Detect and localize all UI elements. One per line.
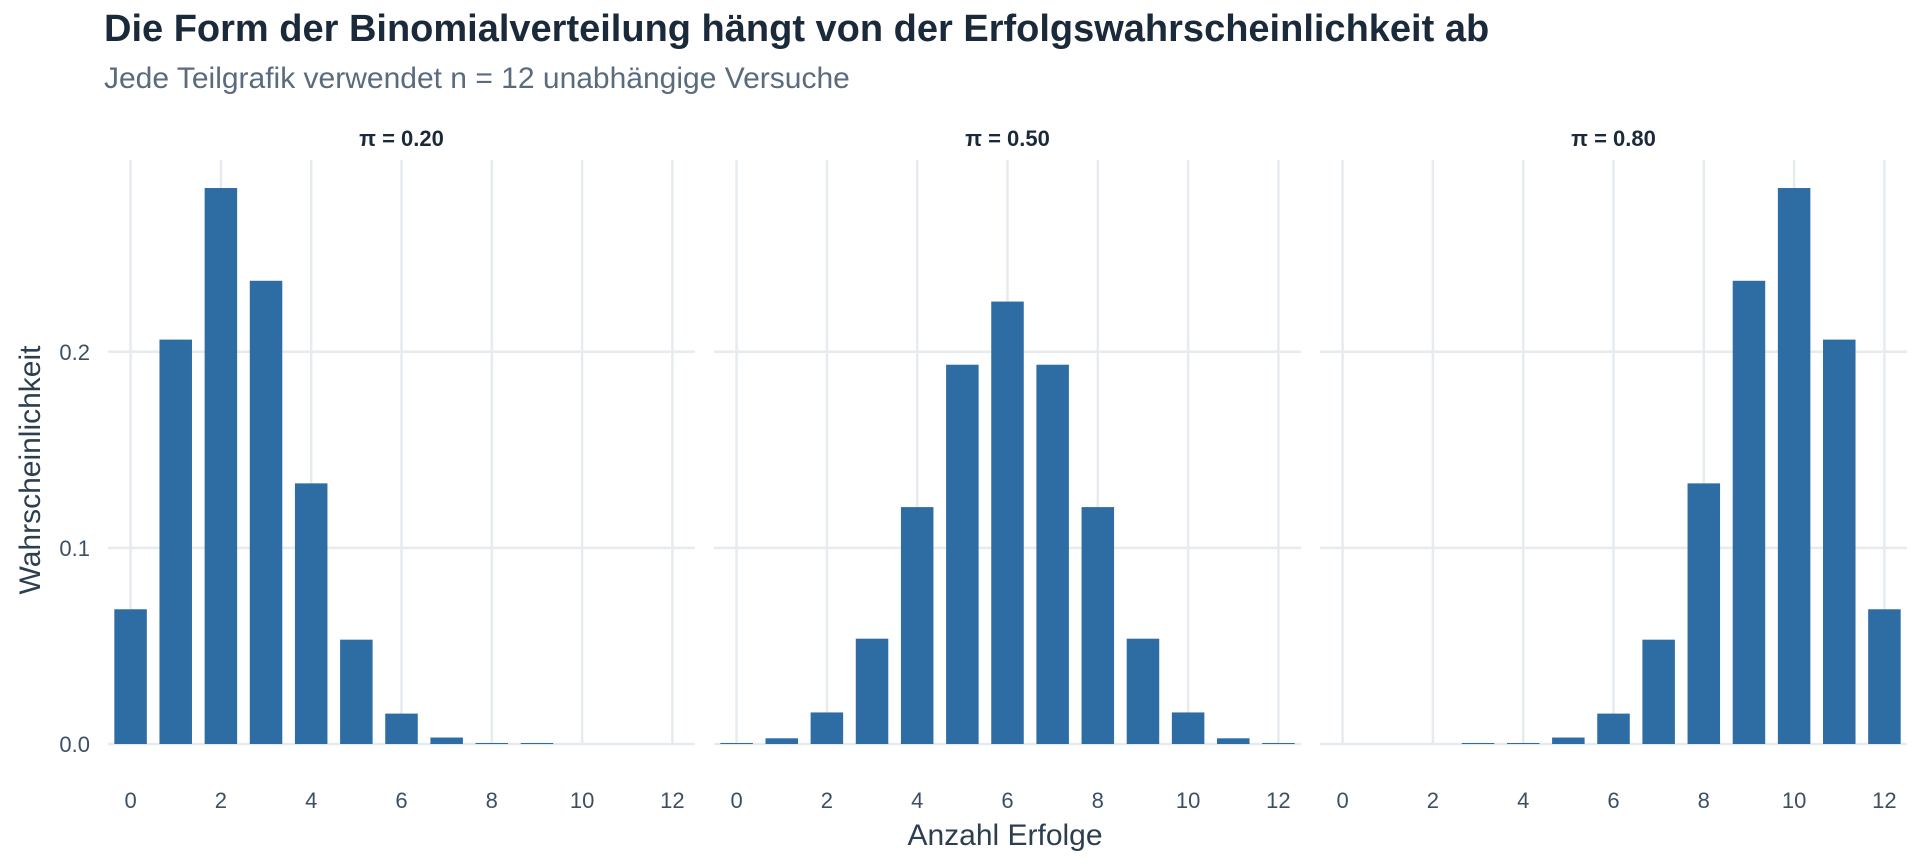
facet-label: π = 0.80 bbox=[1571, 126, 1656, 151]
x-tick-label: 12 bbox=[1872, 788, 1896, 813]
bar bbox=[159, 339, 192, 744]
bar bbox=[991, 301, 1024, 744]
x-tick-label: 2 bbox=[215, 788, 227, 813]
bar bbox=[249, 280, 283, 744]
bar bbox=[1868, 609, 1901, 744]
bar bbox=[1036, 364, 1069, 744]
bar bbox=[430, 737, 463, 744]
bar bbox=[1461, 743, 1495, 744]
bar bbox=[1642, 639, 1675, 744]
bar bbox=[765, 738, 798, 744]
chart-title: Die Form der Binomialverteilung hängt vo… bbox=[104, 8, 1490, 50]
x-tick-label: 0 bbox=[1336, 788, 1348, 813]
y-tick-label: 0.1 bbox=[59, 536, 90, 561]
bar bbox=[1262, 743, 1295, 744]
chart-subtitle: Jede Teilgrafik verwendet n = 12 unabhän… bbox=[104, 62, 850, 95]
x-tick-label: 6 bbox=[1607, 788, 1619, 813]
bar bbox=[810, 712, 844, 744]
bar bbox=[1506, 743, 1540, 744]
y-tick-label: 0.0 bbox=[59, 732, 90, 757]
x-tick-label: 2 bbox=[1427, 788, 1439, 813]
bar bbox=[1687, 483, 1721, 744]
bar bbox=[1217, 738, 1250, 744]
x-tick-label: 0 bbox=[730, 788, 742, 813]
bar bbox=[1552, 737, 1585, 744]
bar bbox=[294, 483, 328, 744]
facet-label: π = 0.20 bbox=[359, 126, 444, 151]
bar bbox=[720, 743, 753, 744]
bar bbox=[475, 743, 509, 744]
bar bbox=[520, 743, 554, 744]
x-tick-label: 12 bbox=[660, 788, 684, 813]
x-tick-label: 6 bbox=[1001, 788, 1013, 813]
bar bbox=[1171, 712, 1205, 744]
bar bbox=[1823, 339, 1856, 744]
x-tick-label: 8 bbox=[1698, 788, 1710, 813]
x-tick-label: 0 bbox=[124, 788, 136, 813]
bar bbox=[1732, 280, 1766, 744]
x-tick-label: 8 bbox=[1092, 788, 1104, 813]
x-tick-label: 6 bbox=[395, 788, 407, 813]
facet-label: π = 0.50 bbox=[965, 126, 1050, 151]
bar bbox=[340, 639, 373, 744]
x-tick-label: 10 bbox=[1782, 788, 1806, 813]
x-tick-label: 12 bbox=[1266, 788, 1290, 813]
bar bbox=[1081, 507, 1115, 744]
y-tick-label: 0.2 bbox=[59, 340, 90, 365]
bar bbox=[1597, 713, 1630, 744]
bar bbox=[855, 638, 889, 744]
bar bbox=[114, 609, 147, 744]
bar bbox=[900, 507, 934, 744]
bar bbox=[204, 188, 238, 745]
y-axis-title: Wahrscheinlichkeit bbox=[14, 345, 47, 595]
bar bbox=[946, 364, 979, 744]
x-axis-title: Anzahl Erfolge bbox=[907, 819, 1102, 852]
bar bbox=[1126, 638, 1160, 744]
x-tick-label: 4 bbox=[911, 788, 923, 813]
x-tick-label: 2 bbox=[821, 788, 833, 813]
x-tick-label: 4 bbox=[305, 788, 317, 813]
bar bbox=[385, 713, 418, 744]
x-tick-label: 4 bbox=[1517, 788, 1529, 813]
x-tick-label: 10 bbox=[570, 788, 594, 813]
bar bbox=[1777, 188, 1811, 745]
x-tick-label: 8 bbox=[486, 788, 498, 813]
x-tick-label: 10 bbox=[1176, 788, 1200, 813]
